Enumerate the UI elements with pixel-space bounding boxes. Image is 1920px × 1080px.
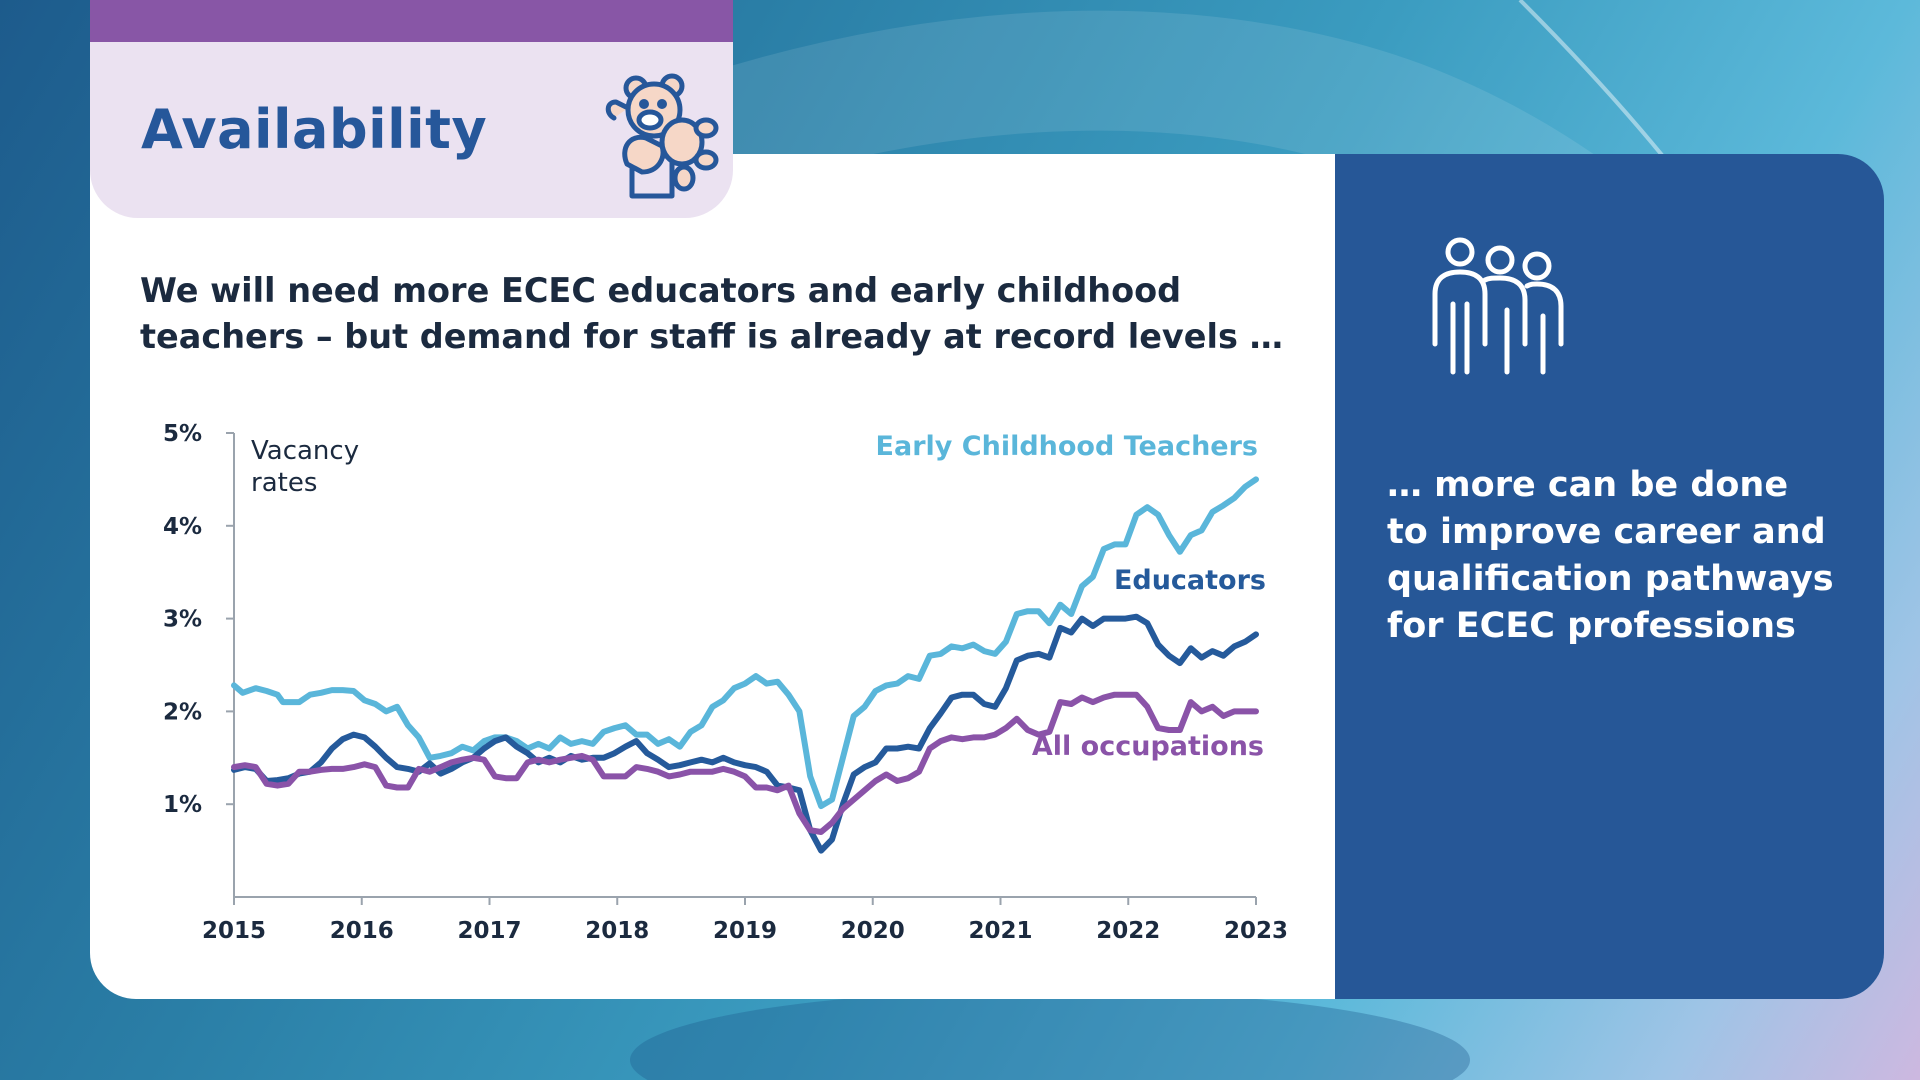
- teddy-bear-icon: [605, 73, 719, 199]
- series-label-2: All occupations: [1032, 731, 1264, 762]
- series-label-0: Early Childhood Teachers: [876, 431, 1258, 462]
- x-tick-label: 2018: [585, 918, 649, 944]
- headline: We will need more ECEC educators and ear…: [140, 268, 1300, 360]
- y-tick-label: 3%: [163, 607, 202, 633]
- section-tab: Availability: [90, 0, 733, 218]
- x-tick-label: 2017: [457, 918, 521, 944]
- side-panel-text: … more can be done to improve career and…: [1387, 462, 1867, 650]
- series-line-1: [231, 613, 1259, 854]
- side-text-line-3: qualification pathways: [1387, 559, 1834, 599]
- side-panel: [1335, 154, 1884, 999]
- series-label-1: Educators: [1114, 565, 1266, 596]
- y-tick-label: 1%: [163, 792, 202, 818]
- chart-lines: [231, 476, 1259, 854]
- side-text-line-2: to improve career and: [1387, 512, 1826, 552]
- x-tick-label: 2021: [968, 918, 1032, 944]
- vacancy-rate-chart: 1% 2% 3% 4% 5% 2015 2016 2017 2018 2019 2020 2021 20…: [163, 421, 1288, 944]
- x-tick-label: 2022: [1096, 918, 1160, 944]
- side-text-line-4: for ECEC professions: [1387, 606, 1796, 646]
- x-tick-label: 2023: [1224, 918, 1288, 944]
- headline-line-1: We will need more ECEC educators and ear…: [140, 271, 1182, 310]
- y-tick-label: 2%: [163, 699, 202, 725]
- headline-line-2: teachers – but demand for staff is alrea…: [140, 317, 1284, 356]
- x-tick-label: 2019: [713, 918, 777, 944]
- chart-title-line: rates: [251, 468, 317, 498]
- x-tick-label: 2015: [202, 918, 266, 944]
- people-group-icon: [1432, 237, 1564, 375]
- x-tick-label: 2020: [841, 918, 905, 944]
- x-tick-label: 2016: [330, 918, 394, 944]
- main-card: [90, 154, 1336, 999]
- tab-accent-strip: [90, 0, 733, 42]
- series-line-0: [231, 476, 1259, 810]
- side-text-line-1: … more can be done: [1387, 465, 1789, 505]
- chart-axes: 1% 2% 3% 4% 5% 2015 2016 2017 2018 2019 2020 2021 20…: [163, 421, 1288, 944]
- section-title: Availability: [141, 98, 488, 161]
- y-tick-label: 5%: [163, 421, 202, 447]
- chart-title-line: Vacancy: [251, 436, 359, 466]
- y-tick-label: 4%: [163, 514, 202, 540]
- series-line-2: [231, 691, 1259, 835]
